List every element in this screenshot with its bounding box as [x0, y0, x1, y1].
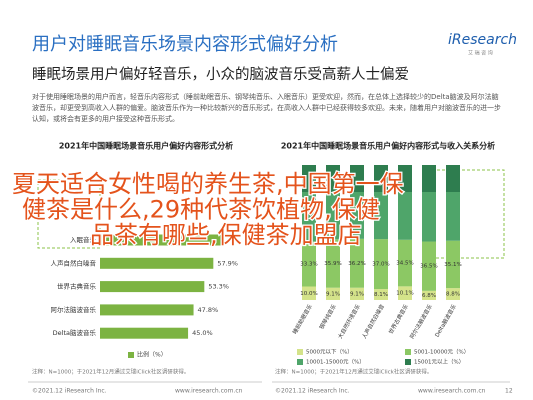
subtitle: 睡眠场景用户偏好轻音乐，小众的脑波音乐受高薪人士偏爱: [32, 66, 409, 83]
value-label: 47.8%: [198, 306, 219, 314]
note: 注释：N=1000；于2021年12月通过艾瑞iClick社区调研获得。: [32, 368, 189, 376]
value-label: 37.0%: [372, 262, 389, 268]
url: www.iresearch.com.cn: [175, 388, 243, 395]
highlight-box: [431, 169, 505, 259]
value-label: 8.1%: [374, 292, 388, 298]
legend-swatch: [405, 349, 411, 355]
category-label: 人声自然白噪音: [51, 258, 97, 267]
value-label: 9.1%: [326, 291, 340, 297]
bar-segment: [302, 241, 316, 287]
legend-label: 10001-15000元（%）: [306, 359, 365, 366]
page-number: 12: [505, 388, 513, 395]
bar: [100, 281, 205, 293]
bar-segment: [374, 192, 388, 240]
bar: [100, 304, 194, 316]
value-label: 35.1%: [444, 262, 461, 268]
overlay-text: 健茶是什么,29种代茶饮植物,保健: [22, 196, 380, 224]
value-label: 8.8%: [446, 292, 460, 298]
value-label: 57.9%: [217, 259, 238, 267]
logo: iResearch: [448, 32, 517, 48]
bar-segment: [446, 192, 460, 241]
value-label: 10.1%: [396, 291, 413, 297]
bar-segment: [350, 192, 364, 239]
highlight-box: [37, 179, 101, 249]
value-label: 10.0%: [300, 291, 317, 297]
chart-title: 2021年中国睡眠场景音乐用户偏好内容形式分析: [59, 141, 233, 151]
note: 注释：N=1000；于2021年12月通过艾瑞iClick社区调研获得。: [275, 368, 432, 376]
bar-segment: [446, 240, 460, 289]
bar-segment: [374, 289, 388, 300]
bar-segment: [398, 192, 412, 240]
bar-segment: [398, 286, 412, 300]
url: www.iresearch.com.cn: [418, 388, 486, 395]
chart-title: 2021年中国睡眠场景音乐用户偏好内容形式与收入关系分析: [281, 141, 495, 151]
bar-segment: [302, 286, 316, 300]
legend-swatch: [405, 359, 411, 365]
bar-segment: [374, 239, 388, 290]
bar-segment: [398, 165, 412, 192]
value-label: 35.9%: [324, 261, 341, 267]
paragraph: 对于使用睡眠场景的用户而言，轻音乐内容形式（睡前助眠音乐、钢琴纯音乐、入眠音乐）…: [32, 93, 501, 123]
overlay-text: 品茶有哪些,保健茶加盟店: [90, 221, 362, 249]
bar-segment: [398, 239, 412, 287]
category-label: 睡前助眠音乐: [291, 302, 315, 335]
category-label: 钢琴纯音乐: [317, 302, 338, 330]
overlay-text: 夏天适合女性喝的养生茶,中国第一保: [12, 170, 404, 198]
bar-segment: [302, 192, 316, 242]
category-label: 阿尔法脑波音乐: [408, 302, 434, 340]
bar-segment: [446, 165, 460, 192]
value-label: 9.1%: [350, 291, 364, 297]
category-label: 世界古典音乐: [57, 282, 97, 291]
value-label: 33.3%: [300, 262, 317, 268]
legend-label: 15001元以上（%）: [414, 358, 464, 366]
bar-segment: [446, 288, 460, 300]
bar-segment: [422, 165, 436, 192]
bar-segment: [326, 287, 340, 300]
bar: [100, 327, 189, 339]
value-label: 36.2%: [348, 261, 365, 267]
logo-sub: 艾 瑞 咨 询: [468, 50, 493, 57]
legend-swatch: [297, 359, 303, 365]
page-title: 用户对睡眠音乐场景内容形式偏好分析: [32, 34, 338, 55]
bar: [100, 257, 214, 269]
category-label: 人声自然白噪音: [360, 302, 386, 340]
category-label: 大自然环境音乐: [336, 302, 362, 340]
bar-segment: [422, 290, 436, 300]
bar-segment: [350, 287, 364, 300]
bar-segment: [326, 239, 340, 288]
value-label: 45.0%: [192, 329, 213, 337]
bar-segment: [326, 165, 340, 192]
copyright: ©2021.12 iResearch Inc.: [32, 388, 107, 395]
category-label: Delta脑波音乐: [53, 328, 97, 337]
value-label: 36.5%: [420, 264, 437, 270]
legend-swatch: [297, 349, 303, 355]
category-label: 阿尔法脑波音乐: [51, 305, 97, 314]
legend-swatch: [128, 352, 134, 358]
bar-segment: [374, 165, 388, 192]
category-label: 世界古典音乐: [387, 302, 411, 335]
copyright: ©2021.12 iResearch Inc.: [275, 388, 350, 395]
bar-segment: [422, 192, 436, 242]
bar-segment: [422, 241, 436, 291]
bar-segment: [326, 192, 340, 240]
value-label: 34.5%: [396, 261, 413, 267]
legend-label: 比例（%）: [137, 351, 167, 359]
legend-label: 5001-10000元（%）: [414, 349, 469, 356]
bar: [100, 234, 222, 246]
bar-segment: [302, 165, 316, 192]
value-label: 53.3%: [208, 283, 229, 291]
bar-segment: [350, 238, 364, 288]
category-label: Delta脑波音乐: [433, 302, 459, 338]
value-label: 6.8%: [422, 293, 436, 299]
bar-segment: [350, 165, 364, 192]
category-label: 入眠音乐: [70, 235, 97, 244]
legend-label: 5000元以下（%）: [306, 349, 353, 356]
